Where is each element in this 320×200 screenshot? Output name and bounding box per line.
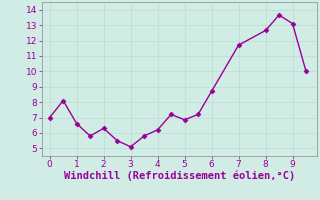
X-axis label: Windchill (Refroidissement éolien,°C): Windchill (Refroidissement éolien,°C) <box>64 171 295 181</box>
